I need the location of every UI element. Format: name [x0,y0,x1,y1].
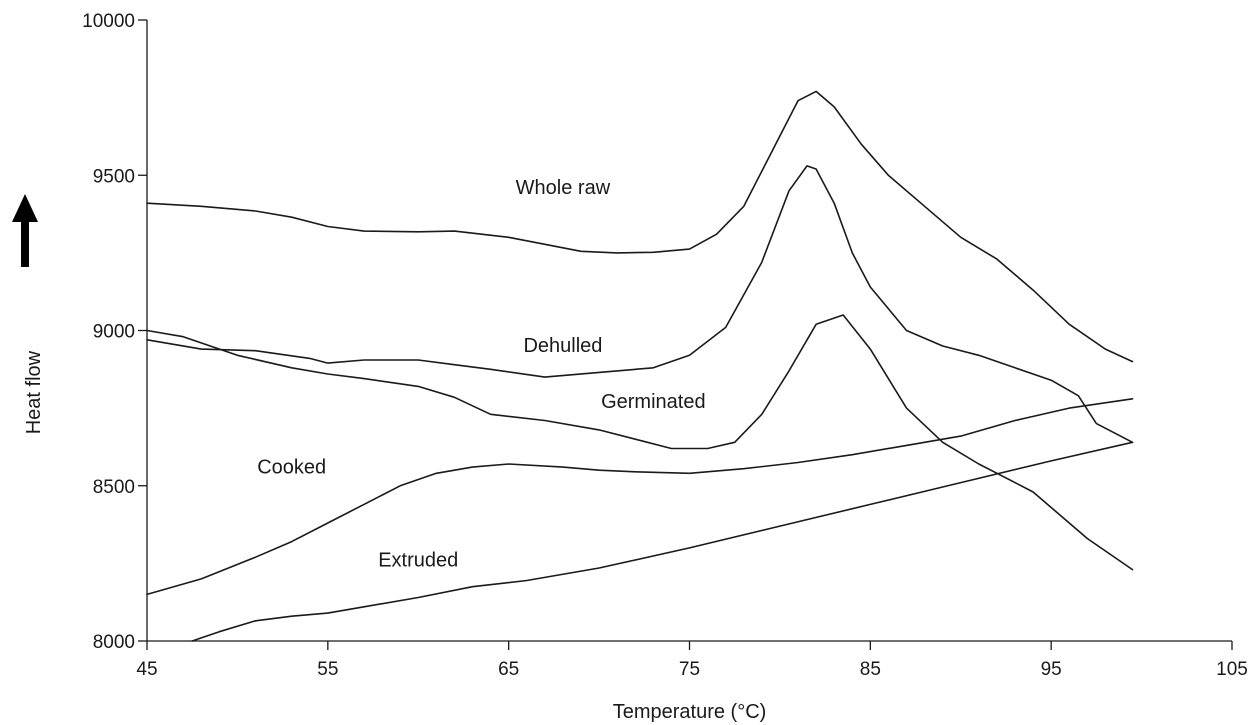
series-label-cooked: Cooked [257,456,326,478]
x-axis-title: Temperature (°C) [613,701,767,723]
y-tick-label: 9500 [93,166,135,187]
x-tick-label: 65 [498,659,519,680]
y-tick-label: 8500 [93,477,135,498]
ticks: 45 55 65 75 85 95 105 8000 8500 9000 9500 10000 [82,11,1248,680]
series-line-whole-raw [146,90,1134,363]
x-tick-label: 85 [860,659,881,680]
y-tick-label: 8000 [93,632,135,653]
y-tick-label: 9000 [93,322,135,343]
heat-flow-up-arrow-icon [12,194,38,267]
y-tick-label: 10000 [82,11,135,32]
x-tick-label: 95 [1041,659,1062,680]
series-label-extruded: Extruded [378,549,458,571]
series-lines [146,90,1134,642]
series-line-cooked [146,397,1134,596]
series-line-extruded [191,441,1134,642]
series-line-germinated [146,314,1134,571]
arrow-head [12,194,38,222]
series-labels: Whole raw Dehulled Germinated Cooked Extrude… [257,177,705,572]
x-tick-label: 75 [679,659,700,680]
y-axis-title: Heat flow [23,350,45,434]
x-tick-label: 105 [1216,659,1248,680]
series-label-whole-raw: Whole raw [516,177,611,199]
arrow-shaft [21,220,29,267]
series-line-dehulled [146,165,1134,444]
x-tick-label: 45 [136,659,157,680]
series-label-germinated: Germinated [601,391,706,413]
series-label-dehulled: Dehulled [523,335,602,357]
x-tick-label: 55 [317,659,338,680]
